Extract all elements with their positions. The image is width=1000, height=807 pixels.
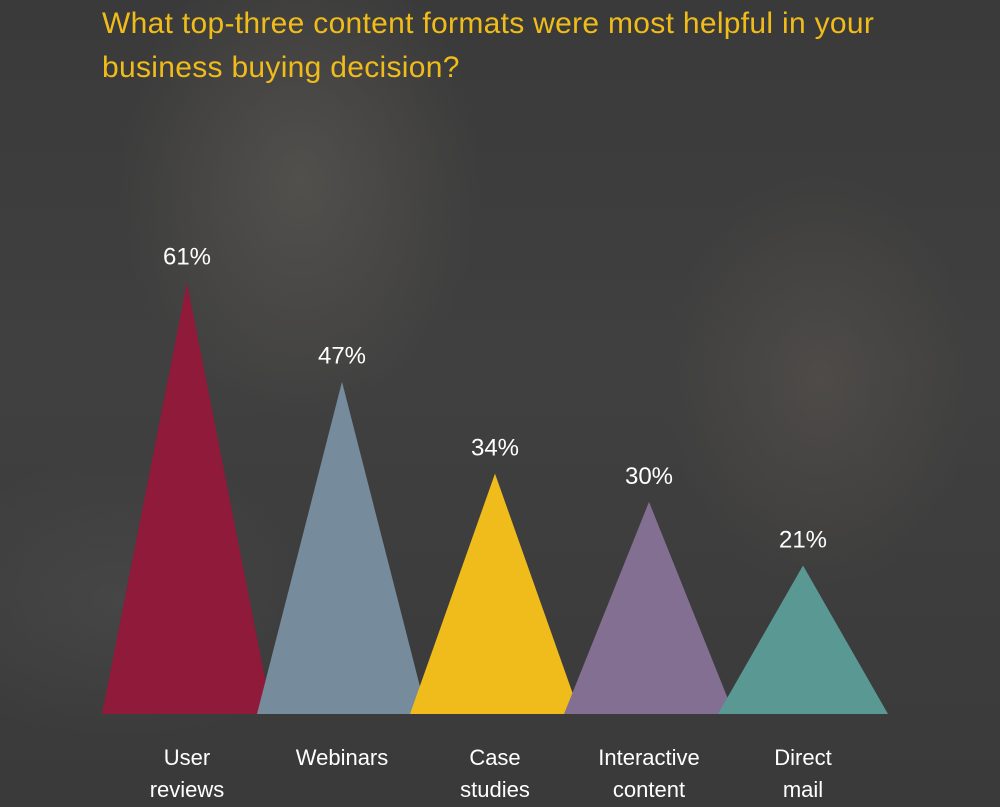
- chart-title: What top-three content formats were most…: [102, 7, 875, 84]
- category-label-3-line-2: studies: [460, 777, 530, 802]
- category-label-5-line-1: Direct: [774, 745, 831, 770]
- value-label-2: 47%: [318, 343, 366, 370]
- value-label-1: 61%: [163, 244, 211, 271]
- category-label-4-line-2: content: [613, 777, 685, 802]
- value-label-4: 30%: [625, 463, 673, 490]
- category-label-4-line-1: Interactive: [598, 745, 700, 770]
- bar-triangle-4: [564, 501, 734, 714]
- category-label-2-line-1: Webinars: [296, 745, 389, 770]
- bar-triangle-5: [718, 565, 888, 714]
- category-label-1-line-1: User: [164, 745, 210, 770]
- value-label-3: 34%: [471, 435, 519, 462]
- bar-triangle-1: [102, 282, 272, 714]
- category-label-5-line-2: mail: [783, 777, 823, 802]
- category-label-3-line-1: Case: [469, 745, 520, 770]
- value-label-5: 21%: [779, 527, 827, 554]
- bar-triangle-3: [410, 473, 580, 714]
- category-label-1-line-2: reviews: [150, 777, 225, 802]
- bar-triangle-2: [257, 381, 427, 714]
